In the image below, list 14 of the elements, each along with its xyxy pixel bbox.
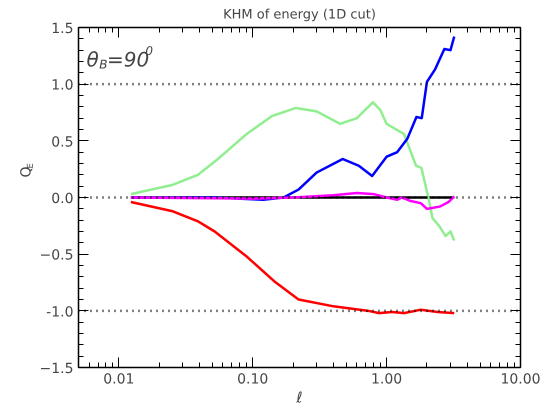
x-tick-label: 0.01 — [103, 372, 134, 388]
y-tick-label: −1.5 — [40, 361, 74, 377]
chart-title: KHM of energy (1D cut) — [223, 8, 376, 22]
y-tick-label: −0.5 — [40, 248, 74, 264]
y-tick-label: 1.0 — [51, 78, 74, 94]
y-tick-label: 1.5 — [51, 21, 74, 37]
x-tick-label: 0.10 — [237, 372, 268, 388]
y-tick-label: -1.0 — [46, 304, 74, 320]
x-tick-label: 1.00 — [371, 372, 402, 388]
y-axis-title: QE — [18, 163, 35, 178]
y-tick-label: 0.0 — [51, 191, 74, 207]
x-axis-title: ℓ — [295, 388, 303, 406]
y-tick-label: 0.5 — [51, 134, 74, 150]
x-tick-label: 10.00 — [500, 372, 541, 388]
